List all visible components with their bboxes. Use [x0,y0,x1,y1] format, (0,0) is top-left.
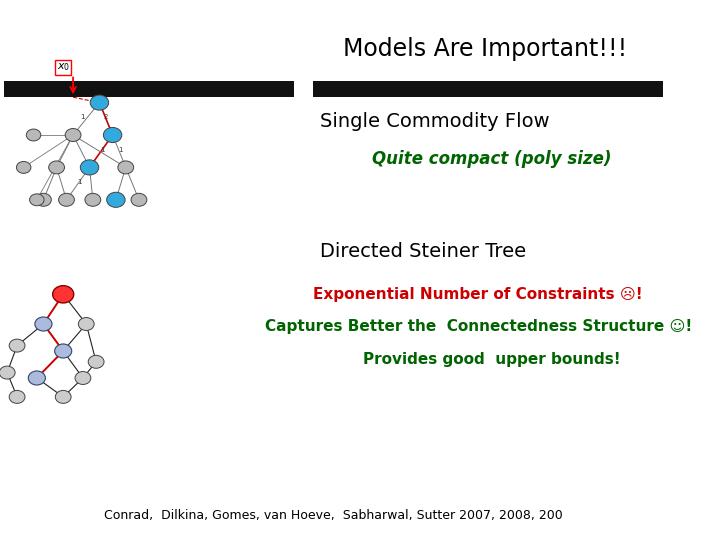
Circle shape [27,129,41,141]
Bar [313,81,662,97]
Text: Provides good  upper bounds!: Provides good upper bounds! [363,352,620,367]
Circle shape [107,192,125,207]
Circle shape [104,127,122,143]
Circle shape [17,161,31,173]
Text: Exponential Number of Constraints ☹!: Exponential Number of Constraints ☹! [313,287,643,302]
Text: Quite compact (poly size): Quite compact (poly size) [372,150,611,168]
Circle shape [118,161,134,174]
Circle shape [9,339,25,352]
Text: Models Are Important!!!: Models Are Important!!! [343,37,627,60]
Text: Single Commodity Flow: Single Commodity Flow [320,112,549,131]
Text: 1: 1 [101,146,105,153]
Bar [4,81,294,97]
Circle shape [78,318,94,330]
Circle shape [89,355,104,368]
Circle shape [85,193,101,206]
Text: $x_0$: $x_0$ [57,62,70,73]
Circle shape [81,160,99,175]
Circle shape [35,317,52,331]
Circle shape [55,390,71,403]
Circle shape [131,193,147,206]
Text: 2: 2 [104,114,108,120]
Circle shape [53,286,73,303]
Text: 1: 1 [81,114,85,120]
Text: Conrad,  Dilkina, Gomes, van Hoeve,  Sabharwal, Sutter 2007, 2008, 200: Conrad, Dilkina, Gomes, van Hoeve, Sabha… [104,509,562,522]
Circle shape [30,194,44,206]
Text: 1: 1 [118,146,122,153]
Text: 1: 1 [78,179,82,185]
Circle shape [66,129,81,141]
Circle shape [75,372,91,384]
Circle shape [55,344,72,358]
Circle shape [28,371,45,385]
Circle shape [58,193,74,206]
Text: Directed Steiner Tree: Directed Steiner Tree [320,241,526,261]
Circle shape [90,95,109,110]
Circle shape [49,161,65,174]
Circle shape [9,390,25,403]
Text: Captures Better the  Connectedness Structure ☺!: Captures Better the Connectedness Struct… [264,319,692,334]
Circle shape [35,193,51,206]
Circle shape [0,366,15,379]
